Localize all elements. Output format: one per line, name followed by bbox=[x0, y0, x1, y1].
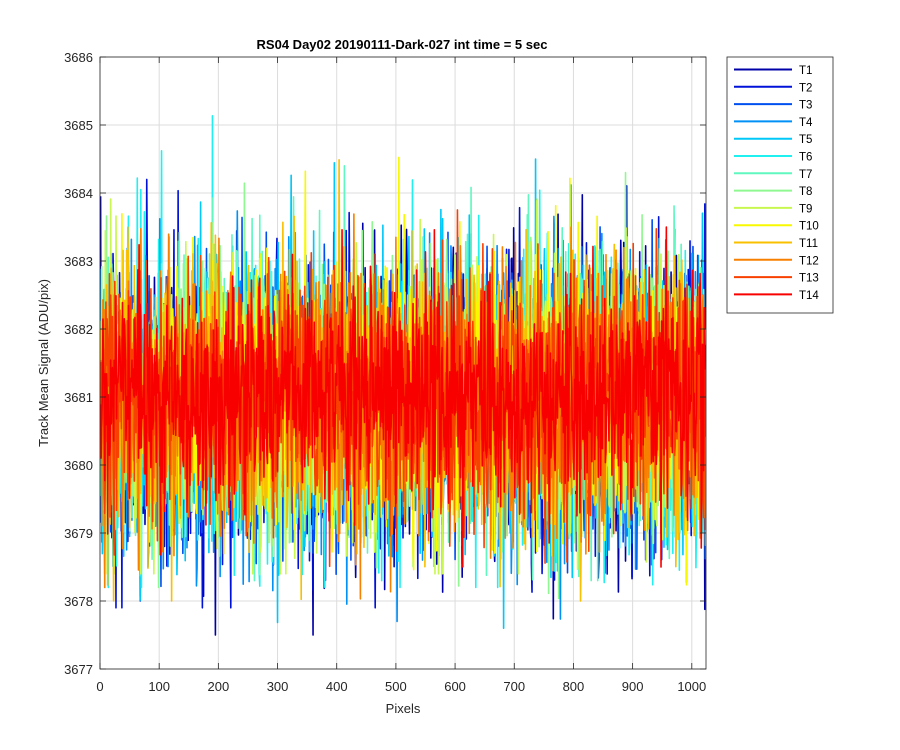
y-tick-label: 3680 bbox=[64, 458, 93, 473]
legend-label-t6: T6 bbox=[799, 152, 812, 164]
legend: T1 T2 T3 T4 T5 T6 T7 T8 T9 T10 T11 T12 T13 T14 bbox=[726, 56, 834, 314]
series-line-t14 bbox=[100, 226, 706, 568]
legend-label-t7: T7 bbox=[799, 169, 812, 181]
legend-label-t14: T14 bbox=[799, 290, 819, 302]
legend-box bbox=[726, 56, 834, 314]
chart-title: RS04 Day02 20190111-Dark-027 int time = … bbox=[257, 37, 548, 52]
legend-label-t3: T3 bbox=[799, 100, 812, 112]
y-tick-label: 3678 bbox=[64, 594, 93, 609]
legend-label-t4: T4 bbox=[799, 117, 813, 129]
y-tick-label: 3679 bbox=[64, 526, 93, 541]
x-tick-label: 800 bbox=[563, 679, 585, 694]
legend-entries: T1 T2 T3 T4 T5 T6 T7 T8 T9 T10 T11 T12 T13 T14 bbox=[734, 65, 819, 302]
y-tick-label: 3677 bbox=[64, 662, 93, 677]
y-tick-label: 3686 bbox=[64, 50, 93, 65]
y-tick-label: 3683 bbox=[64, 254, 93, 269]
y-axis-label: Track Mean Signal (ADU/pix) bbox=[36, 279, 51, 447]
legend-label-t8: T8 bbox=[799, 186, 812, 198]
x-tick-label: 1000 bbox=[677, 679, 706, 694]
x-tick-label: 0 bbox=[96, 679, 103, 694]
y-tick-label: 3685 bbox=[64, 118, 93, 133]
x-tick-labels: 0 100 200 300 400 500 600 700 800 900 1000 bbox=[96, 679, 706, 694]
y-tick-label: 3684 bbox=[64, 186, 93, 201]
x-tick-label: 100 bbox=[148, 679, 170, 694]
plot-area: 0 100 200 300 400 500 600 700 800 900 1000 3677367… bbox=[64, 50, 707, 694]
axes-box bbox=[99, 56, 707, 670]
x-tick-label: 300 bbox=[267, 679, 289, 694]
legend-label-t2: T2 bbox=[799, 82, 812, 94]
series-lines bbox=[100, 114, 706, 636]
legend-label-t9: T9 bbox=[799, 203, 812, 215]
legend-label-t10: T10 bbox=[799, 221, 819, 233]
y-tick-label: 3682 bbox=[64, 322, 93, 337]
legend-label-t5: T5 bbox=[799, 134, 812, 146]
x-tick-label: 600 bbox=[444, 679, 466, 694]
legend-label-t11: T11 bbox=[799, 238, 818, 250]
legend-label-t1: T1 bbox=[799, 65, 812, 77]
x-tick-label: 200 bbox=[208, 679, 230, 694]
legend-label-t12: T12 bbox=[799, 255, 819, 267]
x-tick-label: 500 bbox=[385, 679, 407, 694]
x-tick-label: 900 bbox=[622, 679, 644, 694]
x-tick-label: 400 bbox=[326, 679, 348, 694]
y-tick-label: 3681 bbox=[64, 390, 93, 405]
legend-label-t13: T13 bbox=[799, 273, 819, 285]
y-tick-labels: 3677 3678 3679 3680 3681 3682 3683 3684 3685 3686 bbox=[64, 50, 93, 677]
x-axis-label: Pixels bbox=[386, 701, 421, 716]
x-tick-label: 700 bbox=[503, 679, 525, 694]
tick-marks bbox=[99, 56, 706, 670]
